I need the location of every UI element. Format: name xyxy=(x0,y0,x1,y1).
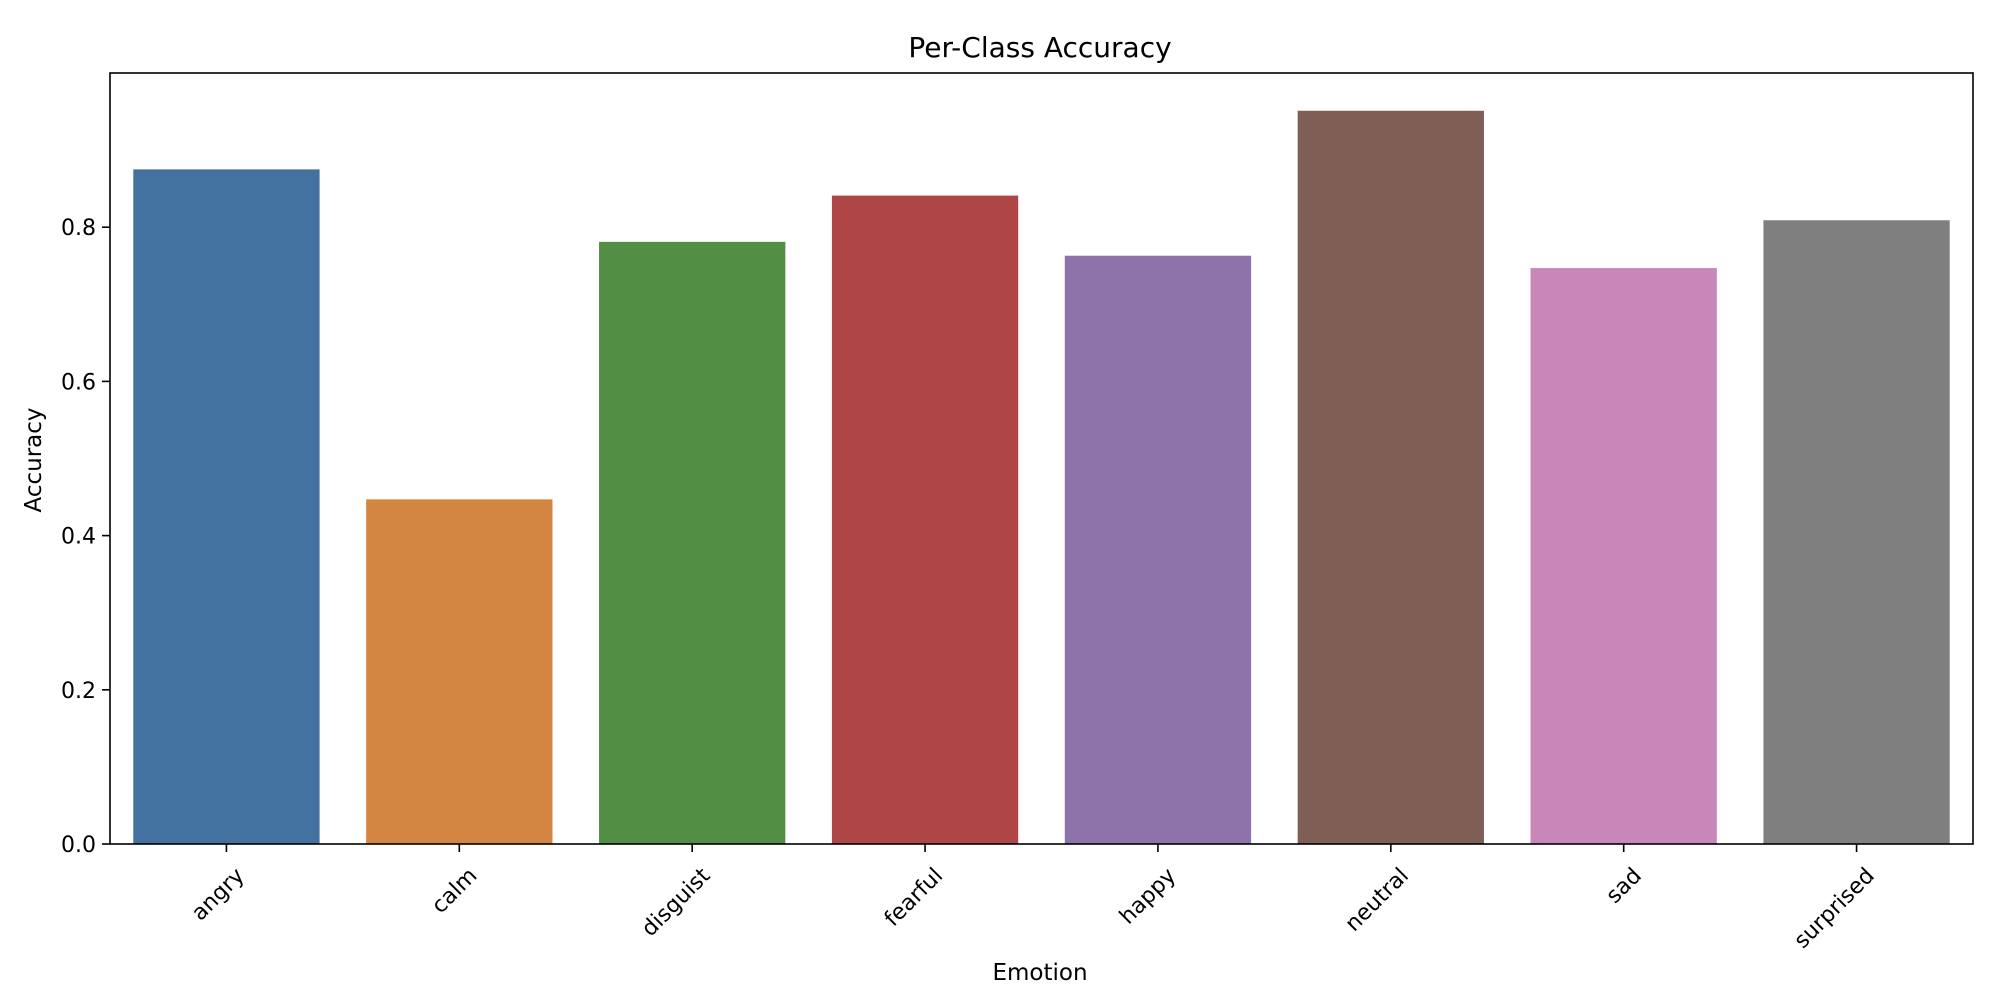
bar-neutral xyxy=(1297,110,1484,845)
chart-title: Per-Class Accuracy xyxy=(908,31,1171,64)
x-tick-label-sad: sad xyxy=(1602,863,1647,908)
bar-sad xyxy=(1530,268,1717,844)
y-tick-label: 0.8 xyxy=(61,216,96,241)
y-axis: 0.0 0.2 0.4 0.6 0.8 xyxy=(61,216,110,858)
x-axis: angry calm disguist fearful happy neutral sad s… xyxy=(187,844,1880,954)
bar-happy xyxy=(1064,255,1252,845)
bar-angry xyxy=(133,169,320,844)
bars-layer xyxy=(133,110,1950,845)
x-tick-label-disguist: disguist xyxy=(637,863,716,942)
x-tick-label-calm: calm xyxy=(427,863,482,918)
y-tick-label: 0.4 xyxy=(61,525,96,550)
x-tick-label-fearful: fearful xyxy=(880,863,948,931)
x-tick-label-angry: angry xyxy=(187,863,250,926)
bar-calm xyxy=(366,499,553,844)
y-tick-label: 0.0 xyxy=(61,833,96,858)
x-tick-label-neutral: neutral xyxy=(1341,863,1414,936)
x-tick-label-happy: happy xyxy=(1115,863,1181,929)
plot-frame xyxy=(109,72,1974,845)
x-axis-label: Emotion xyxy=(992,960,1087,986)
y-axis-label: Accuracy xyxy=(21,407,47,512)
y-tick-label: 0.6 xyxy=(61,370,96,395)
bar-fearful xyxy=(831,195,1019,845)
x-tick-label-surprised: surprised xyxy=(1790,863,1880,953)
y-tick-label: 0.2 xyxy=(61,679,96,704)
bar-surprised xyxy=(1763,220,1950,845)
bar-disguist xyxy=(599,241,786,844)
